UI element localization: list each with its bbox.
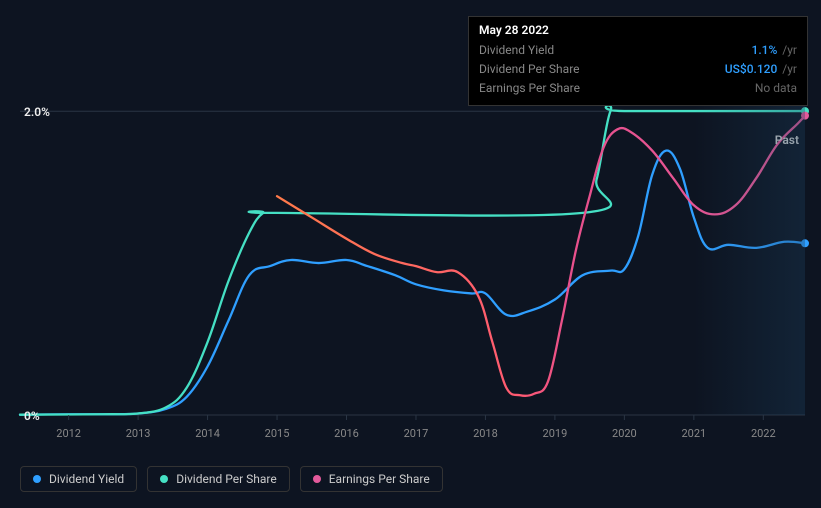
legend-item-dividend-per-share[interactable]: Dividend Per Share bbox=[147, 466, 290, 492]
x-axis-label: 2020 bbox=[612, 427, 637, 440]
tooltip-row-label: Dividend Yield bbox=[479, 41, 554, 60]
past-label: Past bbox=[775, 133, 799, 147]
legend-label: Dividend Per Share bbox=[176, 472, 277, 486]
chart-area[interactable]: 2.0% 0% 2012 2013 2014 2015 2016 2017 2018 2019 2… bbox=[20, 105, 805, 445]
series-dividend-yield bbox=[20, 150, 805, 414]
chart-svg bbox=[20, 105, 805, 415]
legend-label: Earnings Per Share bbox=[329, 472, 430, 486]
tooltip-row-label: Dividend Per Share bbox=[479, 60, 580, 79]
legend-label: Dividend Yield bbox=[49, 472, 124, 486]
legend-dot-icon bbox=[313, 475, 321, 483]
x-axis-label: 2021 bbox=[681, 427, 706, 440]
x-axis-label: 2022 bbox=[751, 427, 776, 440]
y-axis-label: 0% bbox=[24, 409, 40, 423]
tooltip-row-label: Earnings Per Share bbox=[479, 79, 580, 98]
x-axis-label: 2019 bbox=[543, 427, 568, 440]
tooltip-row-value: No data bbox=[755, 79, 797, 98]
series-end-dividend-yield bbox=[801, 239, 809, 247]
tooltip-row-value: US$0.120 /yr bbox=[725, 60, 797, 79]
x-axis-label: 2013 bbox=[126, 427, 151, 440]
chart-legend: Dividend Yield Dividend Per Share Earnings… bbox=[20, 466, 443, 492]
tooltip-row-value: 1.1% /yr bbox=[752, 41, 797, 60]
x-axis-label: 2012 bbox=[56, 427, 81, 440]
tooltip-row: Earnings Per Share No data bbox=[479, 79, 797, 98]
series-end-earnings-per-share bbox=[801, 112, 809, 120]
chart-tooltip: May 28 2022 Dividend Yield1.1% /yrDivide… bbox=[468, 16, 808, 106]
x-axis-label: 2018 bbox=[473, 427, 498, 440]
series-earnings-per-share bbox=[277, 116, 805, 396]
x-axis-label: 2016 bbox=[334, 427, 359, 440]
series-dividend-per-share bbox=[20, 106, 805, 415]
x-axis-label: 2017 bbox=[404, 427, 429, 440]
legend-item-dividend-yield[interactable]: Dividend Yield bbox=[20, 466, 137, 492]
x-axis-label: 2015 bbox=[265, 427, 290, 440]
tooltip-row: Dividend Yield 1.1% /yr bbox=[479, 41, 797, 60]
tooltip-date: May 28 2022 bbox=[479, 23, 797, 37]
y-axis-label: 2.0% bbox=[24, 105, 50, 119]
tooltip-row: Dividend Per Share US$0.120 /yr bbox=[479, 60, 797, 79]
legend-dot-icon bbox=[160, 475, 168, 483]
legend-dot-icon bbox=[33, 475, 41, 483]
legend-item-earnings-per-share[interactable]: Earnings Per Share bbox=[300, 466, 443, 492]
x-axis-label: 2014 bbox=[195, 427, 220, 440]
